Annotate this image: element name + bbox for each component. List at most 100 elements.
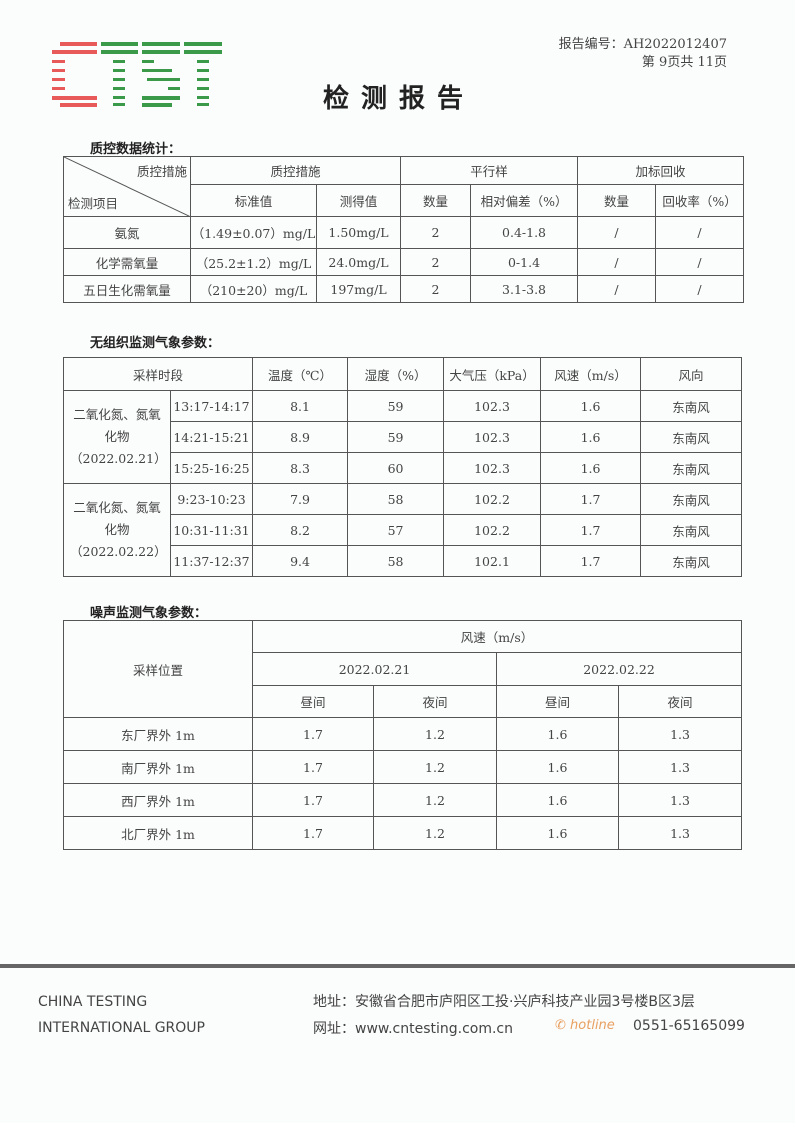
table-cell: 59 — [347, 390, 445, 422]
table-cell: 东厂界外 1m — [63, 717, 253, 751]
table-cell: 2 — [400, 216, 472, 249]
company-name-line2: INTERNATIONAL GROUP — [38, 1020, 205, 1036]
table-cell: 1.7 — [540, 514, 642, 546]
table-cell: / — [577, 216, 657, 249]
qc-subheader: 数量 — [400, 184, 472, 217]
location-header: 采样位置 — [63, 620, 253, 718]
weather-header: 温度（℃） — [252, 357, 349, 391]
table-cell: / — [655, 216, 745, 249]
table-cell: 2 — [400, 275, 472, 303]
qc-diagonal-header: 质控措施 检测项目 — [63, 156, 191, 217]
weather-header: 大气压（kPa） — [443, 357, 542, 391]
table-cell: / — [655, 275, 745, 303]
company-name-line1: CHINA TESTING — [38, 994, 148, 1010]
table-cell: 北厂界外 1m — [63, 816, 253, 850]
table-cell: 1.7 — [252, 816, 374, 850]
period-header: 昼间 — [252, 685, 374, 718]
table-cell: 57 — [347, 514, 445, 546]
table-cell: 1.7 — [252, 750, 374, 784]
table-cell: 1.3 — [617, 816, 743, 850]
qc-subheader: 数量 — [577, 184, 657, 217]
report-number-block: 报告编号：AH2022012407 第 9页共 11页 — [559, 36, 727, 72]
table-cell: 2 — [400, 248, 472, 276]
wind-header: 风速（m/s） — [251, 620, 743, 653]
table-cell: 1.50mg/L — [315, 216, 402, 249]
table-cell: 1.6 — [540, 452, 642, 484]
weather-header: 风速（m/s） — [540, 357, 642, 391]
table-cell: 58 — [347, 483, 445, 515]
table-cell: 1.6 — [496, 816, 619, 850]
table-cell: 102.2 — [443, 483, 542, 515]
table-cell: 102.3 — [443, 390, 542, 422]
table-cell: 东南风 — [640, 421, 743, 453]
table-cell: 15:25-16:25 — [169, 452, 254, 484]
table-cell: 0-1.4 — [470, 248, 579, 276]
qc-subheader: 相对偏差（%） — [470, 184, 579, 217]
weather-section-title: 无组织监测气象参数： — [90, 336, 221, 351]
table-cell: 3.1-3.8 — [470, 275, 579, 303]
table-cell: 8.9 — [252, 421, 349, 453]
table-cell: / — [577, 248, 657, 276]
table-cell: 东南风 — [640, 545, 743, 577]
table-cell: 1.3 — [617, 750, 743, 784]
table-cell: （210±20）mg/L — [190, 275, 317, 303]
page-info: 第 9页共 11页 — [641, 55, 727, 70]
date-header: 2022.02.21 — [252, 652, 497, 686]
table-cell: 102.3 — [443, 452, 542, 484]
noise-table: 采样位置 风速（m/s） 2022.02.21 2022.02.22 昼间 夜间… — [63, 620, 743, 850]
table-cell: 8.2 — [252, 514, 349, 546]
table-cell: 1.6 — [496, 717, 619, 751]
sample-group-label: 二氧化氮、氮氧化物（2022.02.22） — [63, 483, 171, 577]
period-header: 昼间 — [496, 685, 619, 718]
noise-section-title: 噪声监测气象参数： — [90, 606, 208, 621]
table-cell: 11:37-12:37 — [169, 545, 254, 577]
table-cell: 102.3 — [443, 421, 542, 453]
table-cell: 南厂界外 1m — [63, 750, 253, 784]
table-row: 西厂界外 1m 1.7 1.2 1.6 1.3 — [63, 783, 743, 817]
table-cell: 1.2 — [373, 750, 497, 784]
table-cell: 西厂界外 1m — [63, 783, 253, 817]
table-cell: 1.3 — [617, 717, 743, 751]
table-cell: 1.7 — [252, 783, 374, 817]
table-cell: 1.6 — [496, 750, 619, 784]
table-cell: 14:21-15:21 — [169, 421, 254, 453]
qc-section-title: 质控数据统计： — [90, 142, 182, 157]
table-row: 东厂界外 1m 1.7 1.2 1.6 1.3 — [63, 717, 743, 751]
table-cell: 东南风 — [640, 514, 743, 546]
ctst-logo — [52, 42, 222, 107]
table-cell: 1.7 — [252, 717, 374, 751]
table-cell: 102.1 — [443, 545, 542, 577]
qc-group-header: 平行样 — [400, 156, 579, 185]
table-row: 二氧化氮、氮氧化物（2022.02.21） 13:17-14:17 8.1 59 102… — [63, 390, 743, 484]
table-cell: 化学需氧量 — [63, 248, 191, 276]
hotline-text: hotline — [570, 1018, 615, 1033]
phone-number: 0551-65165099 — [633, 1018, 745, 1034]
table-cell: 1.2 — [373, 717, 497, 751]
table-cell: 7.9 — [252, 483, 349, 515]
weather-header: 采样时段 — [62, 357, 254, 391]
table-cell: 24.0mg/L — [315, 248, 402, 276]
table-cell: 60 — [347, 452, 445, 484]
table-cell: 58 — [347, 545, 445, 577]
table-cell: 10:31-11:31 — [169, 514, 254, 546]
table-row: 北厂界外 1m 1.7 1.2 1.6 1.3 — [63, 816, 743, 850]
table-cell: / — [655, 248, 745, 276]
table-cell: 13:17-14:17 — [169, 390, 254, 422]
qc-group-header: 质控措施 — [189, 156, 402, 185]
hotline-label: ✆ hotline — [555, 1018, 615, 1033]
table-cell: 1.6 — [540, 390, 642, 422]
diag-bottom-label: 检测项目 — [68, 196, 119, 211]
period-header: 夜间 — [373, 685, 497, 718]
footer-divider — [0, 964, 795, 968]
table-row: 五日生化需氧量 （210±20）mg/L 197mg/L 2 3.1-3.8// — [63, 275, 745, 303]
table-row: 10:31-11:31 8.2 57 102.2 1.7 东南风 — [64, 514, 743, 546]
table-cell: 东南风 — [640, 390, 743, 422]
website: 网址：www.cntesting.com.cn — [313, 1021, 513, 1037]
table-cell: 9.4 — [252, 545, 349, 577]
table-cell: 1.7 — [540, 483, 642, 515]
weather-table: 采样时段 温度（℃） 湿度（%） 大气压（kPa） 风速（m/s） 风向 二氧化… — [62, 357, 743, 577]
table-cell: 8.3 — [252, 452, 349, 484]
table-cell: 东南风 — [640, 483, 743, 515]
table-cell: （25.2±1.2）mg/L — [190, 248, 317, 276]
table-cell: 1.2 — [373, 816, 497, 850]
